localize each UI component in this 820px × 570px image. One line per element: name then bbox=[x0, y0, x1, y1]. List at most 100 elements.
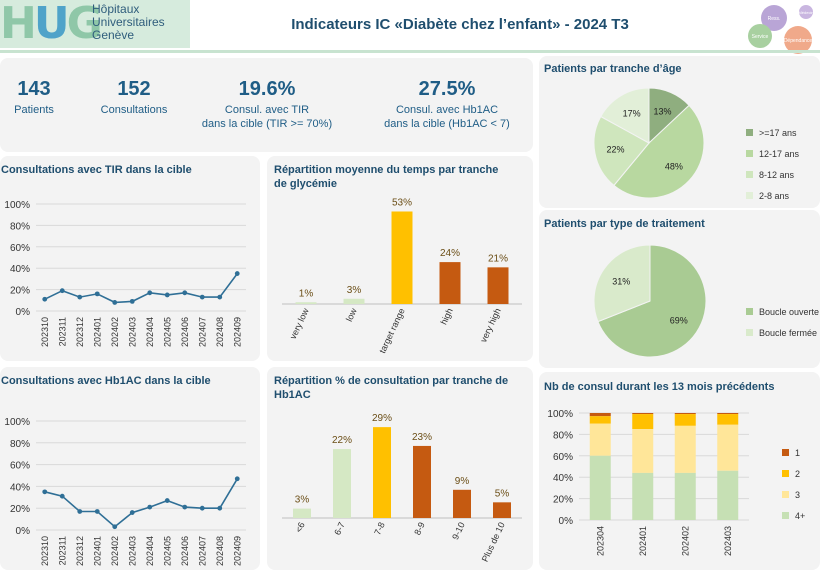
legend-item: 4+ bbox=[782, 505, 805, 526]
x-tick-label: 202304 bbox=[595, 526, 605, 556]
legend-item: 1 bbox=[782, 442, 805, 463]
pie-slice bbox=[597, 244, 707, 358]
age-pie-panel: Patients par tranche d’âge 13% 48% 22% 17% … bbox=[539, 56, 820, 208]
x-tick-label: 202311 bbox=[57, 317, 67, 346]
hb1ac-line-panel: Consultations avec Hb1AC dans la cible 0… bbox=[0, 367, 260, 570]
kpi-value: 19.6% bbox=[238, 78, 296, 100]
x-tick-label: Plus de 10 bbox=[480, 521, 507, 564]
stacked-segment bbox=[589, 423, 611, 456]
logo-line: Hôpitaux bbox=[92, 2, 140, 16]
x-tick-label: 202407 bbox=[197, 317, 207, 347]
y-tick-label: 40% bbox=[10, 264, 30, 275]
kpi-consultations: 152 Consultations bbox=[86, 78, 182, 117]
data-point bbox=[182, 504, 188, 510]
x-tick-label: very low bbox=[288, 306, 311, 341]
y-tick-label: 60% bbox=[10, 461, 30, 472]
legend-item: 3 bbox=[782, 484, 805, 505]
data-point bbox=[112, 524, 118, 530]
x-tick-label: 202310 bbox=[40, 536, 50, 566]
treatment-pie-panel: Patients par type de traitement 69% 31% B… bbox=[539, 210, 820, 368]
legend-label: 2 bbox=[795, 468, 801, 479]
kpi-label: Consul. avec TIR dans la cible (TIR >= 70… bbox=[190, 103, 344, 131]
data-label: 53% bbox=[392, 197, 412, 208]
x-tick-label: 202402 bbox=[110, 317, 120, 347]
legend-label: 4+ bbox=[795, 510, 806, 521]
bar bbox=[373, 427, 391, 518]
chart-title: Patients par type de traitement bbox=[544, 218, 705, 230]
tir-line-panel: Consultations avec TIR dans la cible 0% 2… bbox=[0, 156, 260, 361]
age-pie-chart: 13% 48% 22% 17% bbox=[593, 87, 705, 199]
x-tick-label: 202312 bbox=[75, 317, 85, 347]
data-point bbox=[217, 294, 223, 300]
x-tick-label: <6 bbox=[293, 521, 306, 535]
stacked-segment bbox=[717, 413, 739, 415]
x-tick-label: low bbox=[344, 306, 359, 323]
slice-label: 13% bbox=[654, 107, 672, 117]
slice-label: 69% bbox=[670, 316, 688, 326]
data-point bbox=[129, 298, 135, 304]
data-point bbox=[164, 292, 170, 298]
stacked-segment bbox=[589, 416, 611, 424]
stacked-segment bbox=[589, 455, 611, 520]
bar bbox=[343, 298, 365, 304]
data-point bbox=[112, 300, 118, 305]
kpi-label-line1: Consul. avec Hb1AC bbox=[395, 104, 499, 116]
data-label: 5% bbox=[495, 488, 510, 499]
legend-label: >=17 ans bbox=[759, 127, 797, 138]
y-tick-label: 100% bbox=[4, 417, 30, 428]
logo-band bbox=[0, 0, 190, 48]
y-tick-label: 80% bbox=[10, 221, 30, 232]
y-tick-label: 60% bbox=[553, 452, 573, 463]
kpi-label-line2: dans la cible (Hb1AC < 7) bbox=[384, 118, 510, 130]
x-tick-label: 202404 bbox=[145, 317, 155, 347]
x-tick-label: 202311 bbox=[57, 536, 67, 565]
legend-label: 3 bbox=[795, 489, 801, 500]
x-tick-label: 202405 bbox=[162, 536, 172, 566]
stacked-segment bbox=[674, 472, 696, 520]
x-tick-label: 202310 bbox=[40, 317, 50, 347]
age-legend: >=17 ans 12-17 ans 8-12 ans 2-8 ans bbox=[746, 122, 799, 206]
consult-legend: 1 2 3 4+ bbox=[782, 442, 805, 526]
bar bbox=[439, 262, 461, 304]
slice-label: 48% bbox=[665, 161, 683, 171]
logo-line: Universitaires bbox=[92, 15, 165, 29]
stacked-segment bbox=[589, 413, 611, 417]
data-point bbox=[164, 498, 170, 503]
slice-label: 31% bbox=[612, 276, 630, 286]
x-tick-label: 202406 bbox=[180, 536, 190, 566]
kpi-tir: 19.6% Consul. avec TIR dans la cible (TIR… bbox=[190, 78, 344, 131]
chart-title: Nb de consul durant les 13 mois précéden… bbox=[544, 381, 775, 393]
series-line bbox=[44, 273, 238, 304]
x-tick-label: 8-9 bbox=[412, 521, 427, 537]
pie-slice bbox=[593, 115, 650, 187]
x-tick-label: very high bbox=[478, 307, 503, 344]
stacked-segment bbox=[632, 472, 654, 520]
stacked-segment bbox=[674, 413, 696, 415]
bar bbox=[333, 449, 351, 518]
legend-item: Boucle fermée bbox=[746, 322, 819, 343]
kpi-value: 143 bbox=[17, 78, 51, 100]
legend-item: Boucle ouverte bbox=[746, 301, 819, 322]
stacked-segment bbox=[674, 425, 696, 473]
y-tick-label: 80% bbox=[553, 430, 573, 441]
legend-swatch bbox=[746, 171, 753, 178]
legend-label: 1 bbox=[795, 447, 801, 458]
x-tick-label: target range bbox=[377, 307, 407, 355]
pie-slice bbox=[613, 104, 705, 199]
y-tick-label: 0% bbox=[16, 307, 31, 318]
x-tick-label: 202402 bbox=[680, 526, 690, 556]
data-point bbox=[199, 294, 205, 300]
chart-title: Répartition % de consultation par tranch… bbox=[274, 375, 509, 401]
stacked-segment bbox=[632, 413, 654, 415]
legend-swatch bbox=[782, 470, 789, 477]
kpi-label-line1: Consul. avec TIR bbox=[224, 104, 310, 116]
legend-swatch bbox=[782, 512, 789, 519]
x-tick-label: high bbox=[439, 307, 455, 327]
header: HUG Hôpitaux Universitaires Genève Indic… bbox=[0, 0, 820, 54]
kpi-label: Patients bbox=[14, 104, 54, 116]
kpi-hb1ac: 27.5% Consul. avec Hb1AC dans la cible (H… bbox=[370, 78, 524, 131]
y-tick-label: 100% bbox=[4, 200, 30, 211]
data-point bbox=[59, 288, 65, 294]
bar bbox=[293, 508, 311, 518]
logo-letter-h: H bbox=[0, 0, 37, 49]
